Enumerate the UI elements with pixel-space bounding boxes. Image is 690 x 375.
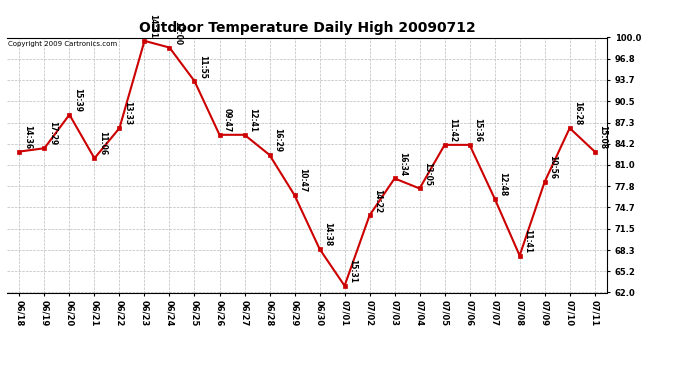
Text: 12:48: 12:48 (498, 172, 507, 196)
Text: 14:36: 14:36 (23, 125, 32, 149)
Text: 15:31: 15:31 (348, 259, 357, 283)
Text: 11:41: 11:41 (523, 229, 532, 253)
Text: 17:29: 17:29 (48, 121, 57, 146)
Text: 11:06: 11:06 (98, 132, 107, 156)
Text: 10:47: 10:47 (298, 168, 307, 192)
Text: 14:38: 14:38 (323, 222, 332, 246)
Text: 10:56: 10:56 (548, 155, 557, 179)
Text: 12:41: 12:41 (248, 108, 257, 132)
Text: 14:31: 14:31 (148, 14, 157, 38)
Text: 16:34: 16:34 (398, 152, 407, 176)
Text: 16:28: 16:28 (573, 101, 582, 125)
Text: 11:42: 11:42 (448, 118, 457, 142)
Text: 09:47: 09:47 (223, 108, 232, 132)
Text: 12:00: 12:00 (172, 21, 181, 45)
Text: 11:55: 11:55 (198, 54, 207, 78)
Text: 13:33: 13:33 (123, 101, 132, 125)
Text: 15:36: 15:36 (473, 118, 482, 142)
Text: 15:39: 15:39 (72, 88, 81, 112)
Text: 16:29: 16:29 (273, 128, 282, 152)
Text: 14:22: 14:22 (373, 189, 382, 213)
Text: Copyright 2009 Cartronics.com: Copyright 2009 Cartronics.com (8, 41, 117, 47)
Title: Outdoor Temperature Daily High 20090712: Outdoor Temperature Daily High 20090712 (139, 21, 475, 35)
Text: 13:05: 13:05 (423, 162, 432, 186)
Text: 15:08: 15:08 (598, 125, 607, 149)
